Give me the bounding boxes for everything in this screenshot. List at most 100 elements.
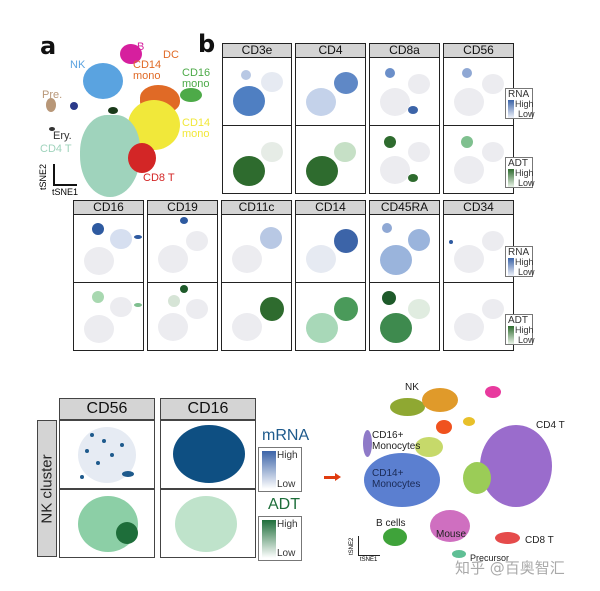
- label-cd16mono: CD16+ Monocytes: [372, 430, 421, 452]
- nk-legend-mrna-title: mRNA: [262, 427, 310, 444]
- legend-rna-row1: RNA High Low: [505, 88, 535, 119]
- label-cd14mono: CD14+ Monocytes: [372, 468, 421, 490]
- c-axis-label-tsne1: tSNE1: [360, 557, 378, 563]
- c-axis-label-tsne2: tSNE2: [349, 537, 355, 555]
- tile-cd8a-rna: [369, 57, 440, 126]
- tile-cd56-adt: [443, 125, 514, 194]
- x-axis-arrow: [53, 184, 77, 186]
- tile-cd3e-adt: [222, 125, 292, 194]
- label-nk: NK: [70, 59, 86, 71]
- tile-cd4-adt: [295, 125, 366, 194]
- tile-cd4-rna: [295, 57, 366, 126]
- label-cd4t: CD4 T: [536, 420, 565, 431]
- legend-rna-row2: RNA High Low: [505, 246, 535, 277]
- label-mouse: Mouse: [436, 529, 467, 540]
- header-cd11c: CD11c: [221, 200, 292, 215]
- tile-cd34-adt: [443, 282, 514, 351]
- tile-cd19-rna: [147, 214, 218, 283]
- tile-cd16-rna: [73, 214, 144, 283]
- cluster-cd16mono-blob: [363, 430, 372, 457]
- legend-adt-row2: ADT High Low: [505, 314, 535, 345]
- panel-b-letter: b: [198, 30, 216, 58]
- panel-a-letter: a: [40, 32, 57, 60]
- tile-cd19-adt: [147, 282, 218, 351]
- cluster-mouse-blob: [430, 510, 470, 542]
- panel-c-tsne-plot: [340, 370, 600, 591]
- cluster-cd8t-blob: [128, 143, 156, 173]
- label-bcells: B cells: [376, 518, 406, 529]
- tile-cd34-rna: [443, 214, 514, 283]
- header-cd14: CD14: [295, 200, 366, 215]
- label-cd8t: CD8 T: [525, 535, 554, 546]
- label-precursor: Precursor: [470, 553, 510, 563]
- cluster-b-blob: [120, 44, 142, 64]
- label-ery: Ery.: [53, 130, 72, 142]
- cluster-nk-blob: [83, 63, 123, 99]
- arrow-shaft: [324, 476, 336, 479]
- tile-cd45ra-rna: [369, 214, 440, 283]
- label-b: B: [137, 41, 145, 53]
- cluster-lime-blob: [415, 437, 443, 457]
- cluster-cd14mono-blob: [364, 453, 440, 507]
- label-nk: NK: [405, 382, 419, 393]
- cluster-nk-orange-blob: [422, 388, 458, 412]
- tile-cd14-rna: [295, 214, 366, 283]
- nk-row-label-box: NK cluster: [37, 420, 57, 557]
- cluster-light-green-blob: [463, 462, 491, 494]
- cluster-cd4t-blob: [480, 425, 552, 507]
- nk-tile-cd56-mrna: [59, 420, 155, 489]
- cluster-ery-blob: [49, 127, 55, 131]
- nk-header-cd56: CD56: [59, 398, 155, 420]
- label-cd8t: CD8 T: [143, 172, 175, 184]
- header-cd3e: CD3e: [222, 43, 292, 58]
- header-cd56: CD56: [443, 43, 514, 58]
- tile-cd16-adt: [73, 282, 144, 351]
- c-x-axis-arrow: [358, 555, 380, 556]
- header-cd16: CD16: [73, 200, 144, 215]
- c-y-axis-arrow: [358, 536, 359, 556]
- cluster-dark-blue-blob: [70, 102, 78, 110]
- label-pre: Pre.: [42, 89, 63, 101]
- nk-row-label: NK cluster: [38, 453, 56, 524]
- nk-legend-adt-title: ADT: [268, 496, 300, 513]
- header-cd4: CD4: [295, 43, 366, 58]
- cluster-cd8t-blob: [495, 532, 520, 544]
- tile-cd11c-adt: [221, 282, 292, 351]
- nk-legend-adt: High Low: [258, 516, 302, 561]
- tile-cd8a-adt: [369, 125, 440, 194]
- cluster-pink-blob: [485, 386, 501, 398]
- cluster-red-orange-blob: [436, 420, 452, 434]
- panel-a-tsne-plot: [30, 40, 205, 200]
- legend-adt-row1: ADT High Low: [505, 157, 535, 188]
- cluster-precursor-blob: [452, 550, 466, 558]
- nk-tile-cd16-mrna: [160, 420, 256, 489]
- tile-cd3e-rna: [222, 57, 292, 126]
- cluster-dark-green-blob: [108, 107, 118, 114]
- axis-label-tsne2: tSNE2: [38, 163, 48, 190]
- tile-cd11c-rna: [221, 214, 292, 283]
- y-axis-arrow: [53, 164, 55, 185]
- cluster-nk-green-blob: [390, 398, 425, 416]
- cluster-yellow-blob: [463, 417, 475, 426]
- header-cd8a: CD8a: [369, 43, 440, 58]
- cluster-bcells-blob: [383, 528, 407, 546]
- axis-label-tsne1: tSNE1: [52, 187, 79, 197]
- cluster-cd16mono-blob: [180, 88, 202, 102]
- label-cd4t: CD4 T: [40, 143, 72, 155]
- label-cd14mono-orange: CD14 mono: [133, 59, 162, 82]
- header-cd19: CD19: [147, 200, 218, 215]
- nk-tile-cd16-adt: [160, 489, 256, 558]
- arrow-right-icon: [335, 473, 341, 481]
- cluster-pre-blob: [46, 98, 56, 112]
- label-dc: DC: [163, 49, 179, 61]
- label-cd14mono-yellow: CD14 mono: [182, 117, 211, 140]
- tile-cd56-rna: [443, 57, 514, 126]
- header-cd45ra: CD45RA: [369, 200, 440, 215]
- watermark: 知乎 @百奥智汇: [455, 559, 565, 577]
- label-cd16mono: CD16 mono: [182, 67, 211, 90]
- nk-header-cd16: CD16: [160, 398, 256, 420]
- header-cd34: CD34: [443, 200, 514, 215]
- nk-tile-cd56-adt: [59, 489, 155, 558]
- nk-legend-mrna: High Low: [258, 447, 302, 492]
- tile-cd45ra-adt: [369, 282, 440, 351]
